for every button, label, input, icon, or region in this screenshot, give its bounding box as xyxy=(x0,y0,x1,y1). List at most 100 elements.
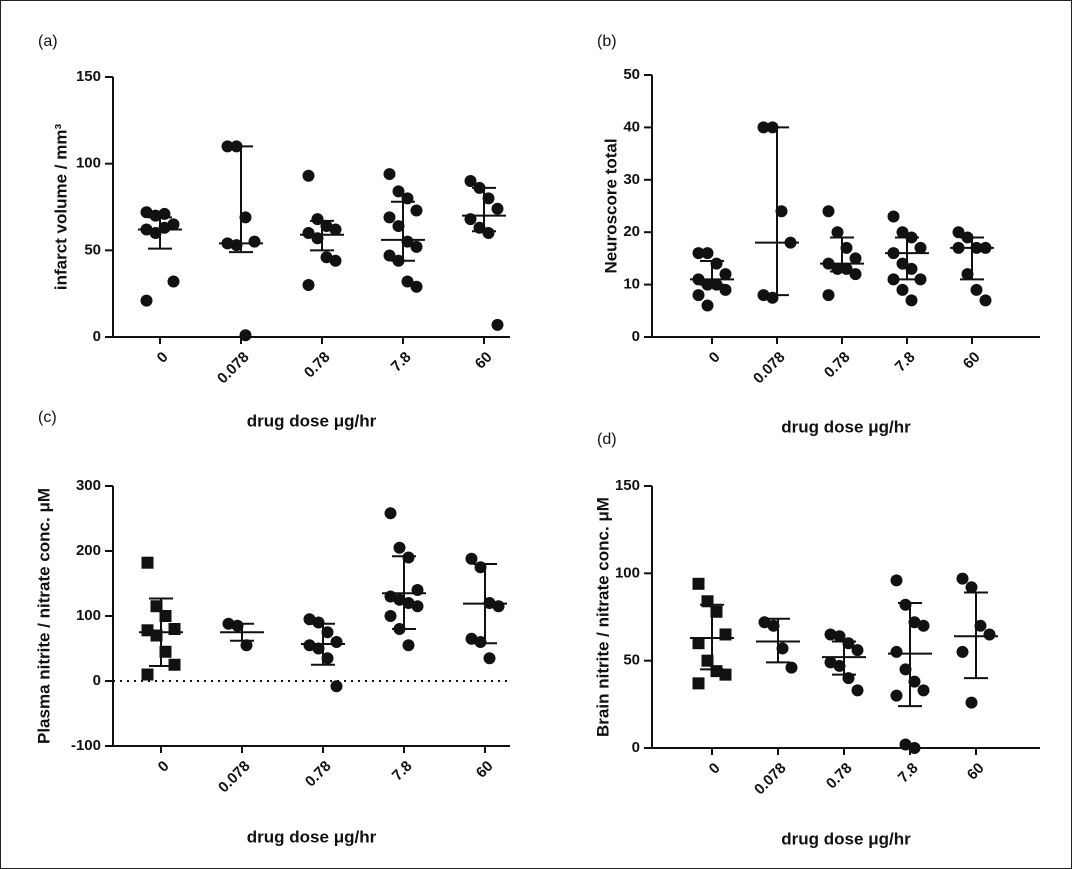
data-point xyxy=(983,628,996,641)
data-point xyxy=(491,318,504,331)
x-tick-label: 60 xyxy=(473,758,497,782)
data-point xyxy=(908,675,921,688)
data-point xyxy=(701,299,714,312)
data-point xyxy=(320,251,333,264)
data-point xyxy=(775,205,788,218)
x-tick-label: 0.78 xyxy=(302,758,335,791)
data-point xyxy=(757,121,770,134)
data-point xyxy=(311,213,324,226)
panel-label: (a) xyxy=(38,33,58,50)
x-tick-label: 0.078 xyxy=(750,349,789,388)
data-point xyxy=(974,619,987,632)
data-point xyxy=(410,280,423,293)
data-point xyxy=(965,581,978,594)
data-point xyxy=(167,218,180,231)
data-point xyxy=(842,637,855,650)
x-axis-label: drug dose μg/hr xyxy=(781,417,911,436)
data-point xyxy=(890,645,903,658)
data-point xyxy=(159,610,172,622)
data-point xyxy=(914,241,927,254)
y-tick-label: 30 xyxy=(623,171,640,188)
data-point xyxy=(917,684,930,697)
data-point xyxy=(329,254,342,267)
data-point xyxy=(240,639,253,652)
data-point xyxy=(231,619,244,632)
data-point xyxy=(767,619,780,632)
data-point xyxy=(970,283,983,296)
data-point xyxy=(383,249,396,262)
data-point xyxy=(757,289,770,302)
data-point xyxy=(887,273,900,286)
data-point xyxy=(321,626,334,639)
data-point xyxy=(692,677,705,690)
x-axis-label: drug dose μg/hr xyxy=(247,827,377,846)
y-tick-label: 0 xyxy=(632,739,640,756)
data-point xyxy=(150,600,163,613)
data-point xyxy=(956,572,969,585)
data-point xyxy=(222,617,235,630)
data-point xyxy=(393,541,406,554)
x-tick-label: 7.8 xyxy=(389,758,416,785)
data-point xyxy=(890,574,903,587)
data-point xyxy=(840,241,853,254)
data-point xyxy=(899,598,912,611)
y-tick-label: 100 xyxy=(615,564,640,581)
data-point xyxy=(168,658,181,671)
data-point xyxy=(303,613,316,626)
data-point xyxy=(824,628,837,641)
data-point xyxy=(140,294,153,307)
data-point xyxy=(330,636,343,648)
data-point xyxy=(822,205,835,218)
x-tick-label: 7.8 xyxy=(892,349,919,376)
x-tick-label: 60 xyxy=(472,349,496,373)
data-point xyxy=(492,600,505,613)
y-tick-label: 200 xyxy=(76,542,101,559)
data-point xyxy=(719,668,732,681)
x-tick-label: 0 xyxy=(154,349,172,367)
y-axis-label: Brain nitrite / nitrate conc. μM xyxy=(593,497,612,737)
data-point xyxy=(167,275,180,288)
data-point xyxy=(849,268,862,281)
data-point xyxy=(776,642,789,655)
data-point xyxy=(833,630,846,643)
data-point xyxy=(384,610,397,622)
data-point xyxy=(330,680,343,693)
data-point xyxy=(952,226,965,239)
data-point xyxy=(849,252,862,265)
data-point xyxy=(465,552,478,565)
data-point xyxy=(320,220,333,233)
data-point xyxy=(956,645,969,658)
data-point xyxy=(248,235,261,248)
data-point xyxy=(887,210,900,223)
data-point xyxy=(692,247,705,260)
x-tick-label: 0.78 xyxy=(301,349,334,382)
data-point xyxy=(402,597,415,609)
x-tick-label: 0.78 xyxy=(823,760,856,793)
data-point xyxy=(149,209,162,222)
x-tick-label: 0.078 xyxy=(215,758,254,797)
data-point xyxy=(393,593,406,606)
data-point xyxy=(383,168,396,181)
data-point xyxy=(392,220,405,233)
data-point xyxy=(465,632,478,645)
y-tick-label: 50 xyxy=(84,241,101,258)
data-point xyxy=(905,262,918,275)
y-tick-label: 0 xyxy=(93,328,101,345)
data-point xyxy=(965,696,978,709)
data-point xyxy=(896,257,909,270)
data-point xyxy=(302,227,315,239)
y-tick-label: 50 xyxy=(623,66,640,83)
data-point xyxy=(239,329,252,342)
data-point xyxy=(329,223,342,236)
data-point xyxy=(692,637,705,650)
x-tick-label: 0.078 xyxy=(751,760,790,799)
data-point xyxy=(384,507,397,520)
y-tick-label: 20 xyxy=(623,223,640,240)
data-point xyxy=(383,211,396,224)
data-point xyxy=(303,639,316,652)
data-point xyxy=(710,605,723,618)
x-tick-label: 0 xyxy=(706,349,724,367)
data-point xyxy=(719,268,732,281)
